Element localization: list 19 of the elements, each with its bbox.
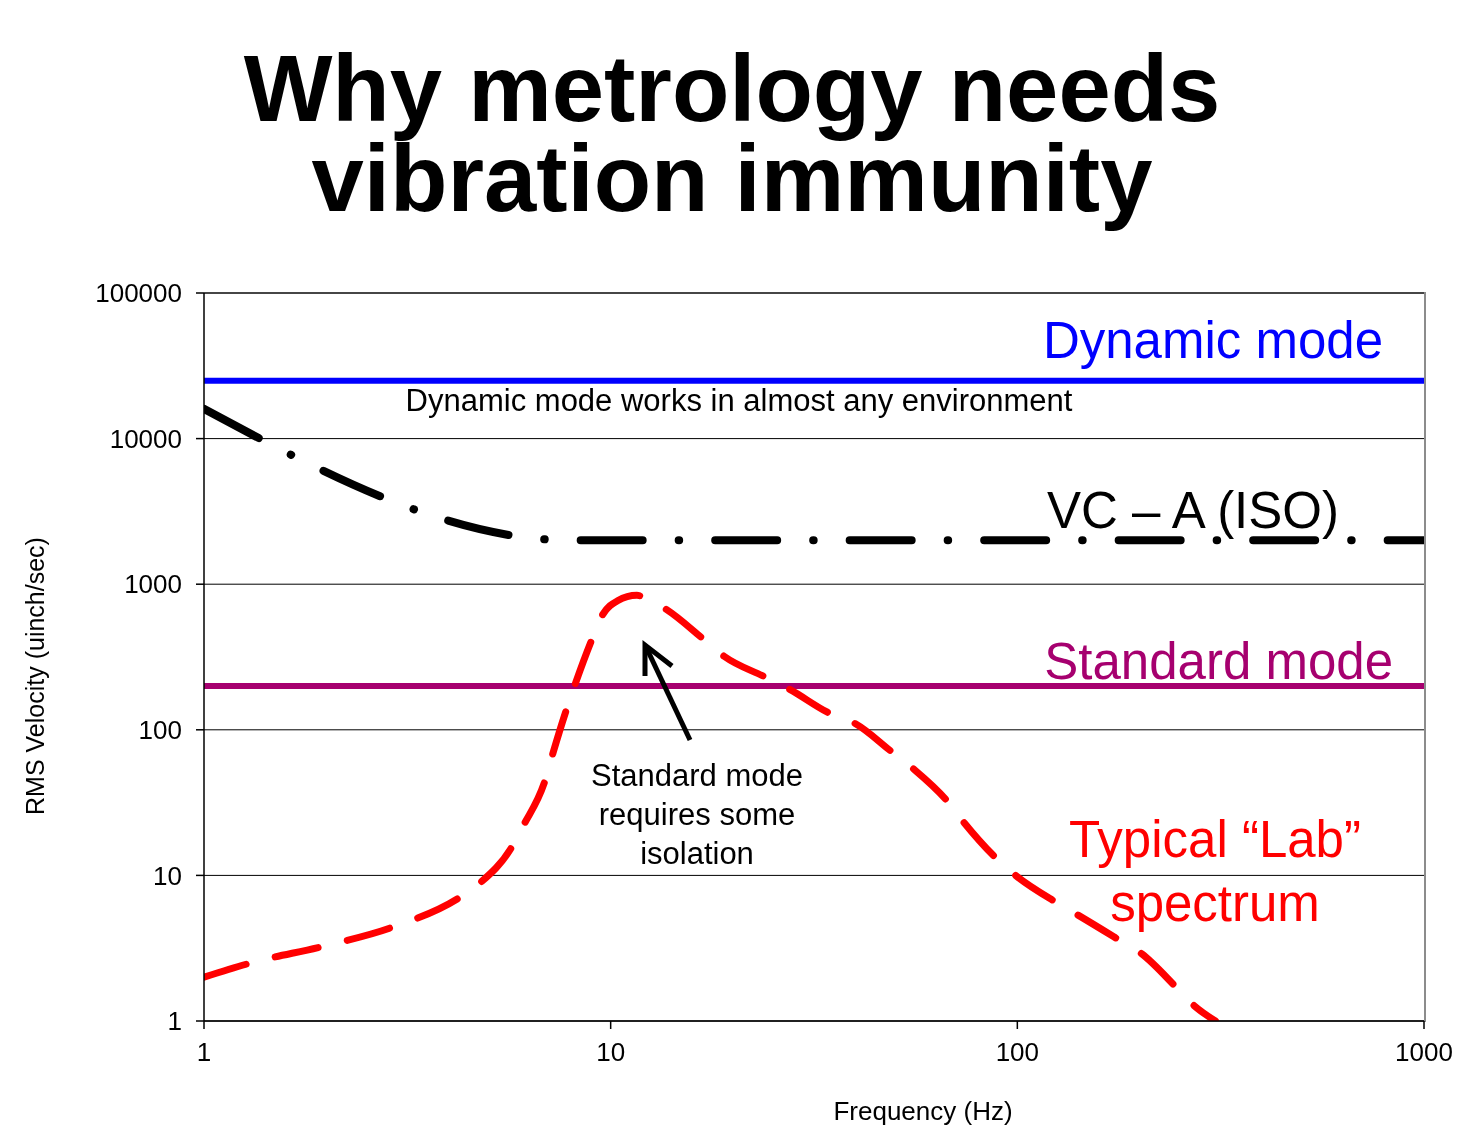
- chart-title: Why metrology needs vibration immunity: [242, 36, 1222, 231]
- ref-line-label: Standard mode: [1044, 632, 1393, 690]
- annotation: Dynamic mode works in almost any environment: [405, 383, 1073, 418]
- y-axis-title: RMS Velocity (uinch/sec): [21, 537, 49, 815]
- y-tick-label: 10000: [109, 423, 182, 454]
- y-tick-label: 100000: [95, 278, 182, 309]
- ref-line-label: Dynamic mode: [1042, 311, 1383, 369]
- y-tick-label: 10: [153, 860, 182, 891]
- x-tick-label: 1000: [1395, 1037, 1453, 1068]
- y-tick-label: 100: [138, 715, 182, 746]
- y-tick-label: 1: [167, 1006, 182, 1037]
- series-label: VC – A (ISO): [1047, 481, 1339, 541]
- annotation: Standard mode requires some isolation: [590, 757, 804, 873]
- x-tick-label: 1: [196, 1037, 212, 1068]
- x-axis-title: Frequency (Hz): [833, 1096, 1013, 1126]
- series-label: Typical “Lab” spectrum: [1068, 810, 1362, 934]
- y-tick-label: 1000: [124, 569, 182, 600]
- x-tick-label: 100: [995, 1037, 1040, 1068]
- x-tick-label: 10: [596, 1037, 626, 1068]
